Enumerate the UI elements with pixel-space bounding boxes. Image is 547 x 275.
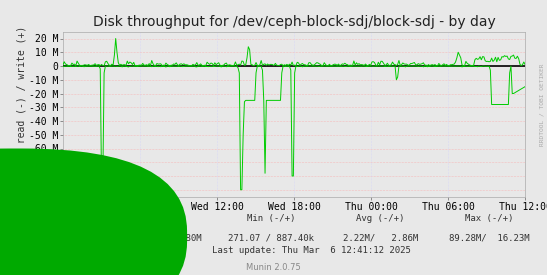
Text: Last update: Thu Mar  6 12:41:12 2025: Last update: Thu Mar 6 12:41:12 2025: [212, 246, 411, 255]
Text: Max (-/+): Max (-/+): [465, 214, 514, 223]
Text: Min (-/+): Min (-/+): [247, 214, 295, 223]
Text: Cur (-/+): Cur (-/+): [137, 214, 185, 223]
Text: Munin 2.0.75: Munin 2.0.75: [246, 263, 301, 271]
Text: 14.68M/   3.80M: 14.68M/ 3.80M: [121, 233, 202, 242]
Title: Disk throughput for /dev/ceph-block-sdj/block-sdj - by day: Disk throughput for /dev/ceph-block-sdj/…: [92, 15, 496, 29]
Text: 2.22M/   2.86M: 2.22M/ 2.86M: [342, 233, 418, 242]
Text: 271.07 / 887.40k: 271.07 / 887.40k: [228, 233, 314, 242]
Text: Avg (-/+): Avg (-/+): [356, 214, 404, 223]
Text: RRDTOOL / TOBI OETIKER: RRDTOOL / TOBI OETIKER: [539, 63, 544, 146]
Y-axis label: Pr second read (-) / write (+): Pr second read (-) / write (+): [16, 26, 27, 202]
Text: 89.28M/  16.23M: 89.28M/ 16.23M: [449, 233, 530, 242]
Text: Bytes: Bytes: [29, 233, 56, 242]
